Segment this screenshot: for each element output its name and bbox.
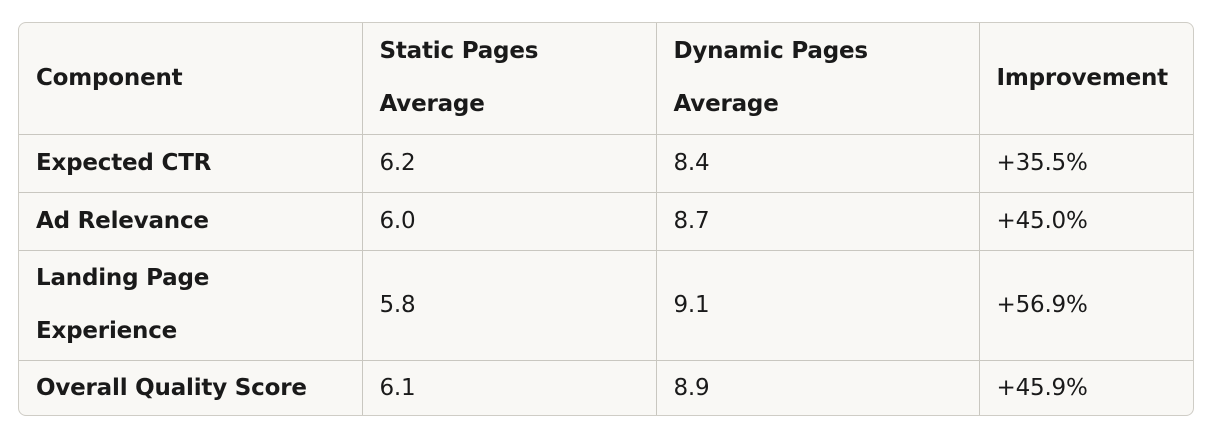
- cell-component: Ad Relevance: [19, 192, 363, 251]
- table-row: Ad Relevance 6.0 8.7 +45.0%: [19, 192, 1193, 251]
- cell-component: Landing Page Experience: [19, 250, 363, 361]
- cell-component-line1: Landing Page: [36, 265, 210, 291]
- header-dynamic-line2: Average: [673, 91, 779, 118]
- cell-dynamic: 8.9: [656, 360, 980, 415]
- table-row: Expected CTR 6.2 8.4 +35.5%: [19, 134, 1193, 193]
- cell-static: 6.0: [362, 192, 657, 251]
- header-component: Component: [19, 23, 363, 135]
- table-row: Landing Page Experience 5.8 9.1 +56.9%: [19, 250, 1193, 361]
- cell-static: 6.2: [362, 134, 657, 193]
- cell-improvement: +45.9%: [996, 375, 1088, 402]
- cell-dynamic: 8.4: [656, 134, 980, 193]
- cell-improvement: +56.9%: [979, 250, 1193, 361]
- cell-component: Expected CTR: [19, 134, 363, 193]
- cell-improvement: +45.0%: [979, 192, 1193, 251]
- table-header-row: Component Static Pages Average Dynamic Pa…: [19, 23, 1193, 135]
- comparison-table-container: Component Static Pages Average Dynamic Pa…: [18, 22, 1194, 416]
- cell-improvement: +35.5%: [979, 134, 1193, 193]
- header-dynamic-line1: Dynamic Pages: [673, 38, 869, 65]
- header-static-line1: Static Pages: [379, 38, 539, 65]
- cell-static: 6.1: [362, 360, 657, 415]
- cell-component-line2: Experience: [36, 318, 178, 344]
- table-row: Overall Quality Score 6.1 8.9 +45.9%: [19, 360, 1193, 415]
- cell-dynamic: 8.7: [656, 192, 980, 251]
- header-static-pages-average: Static Pages Average: [362, 23, 657, 135]
- header-static-line2: Average: [379, 91, 485, 118]
- cell-component: Overall Quality Score: [19, 360, 363, 415]
- cell-static: 5.8: [362, 250, 657, 361]
- cell-dynamic: 9.1: [656, 250, 980, 361]
- header-dynamic-pages-average: Dynamic Pages Average: [656, 23, 980, 135]
- comparison-table: Component Static Pages Average Dynamic Pa…: [19, 23, 1193, 415]
- header-improvement: Improvement: [979, 23, 1193, 135]
